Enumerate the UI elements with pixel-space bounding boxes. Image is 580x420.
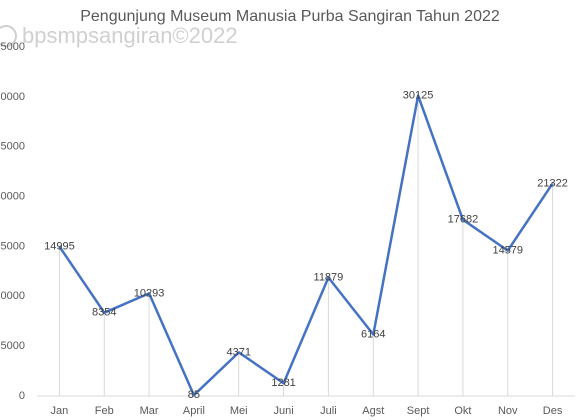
watermark-icon [0,25,17,47]
x-tick-label: Sept [407,405,430,417]
chart-title: Pengunjung Museum Manusia Purba Sangiran… [80,8,500,25]
y-tick-label: 30000 [0,91,25,103]
x-tick-label: Jan [51,405,69,417]
data-label: 85 [188,389,200,401]
x-tick-label: Mar [140,405,159,417]
x-tick-label: Okt [454,405,471,417]
x-tick-label: Mei [230,405,248,417]
data-label: 14995 [44,240,75,252]
watermark: bpsmpsangiran©2022 [22,23,238,48]
x-tick-label: Feb [95,405,114,417]
data-label: 11879 [314,271,344,283]
x-tick-label: Agst [362,405,384,417]
data-label: 14579 [492,245,523,257]
y-tick-label: 10000 [0,290,25,302]
data-label: 30125 [403,90,434,102]
y-tick-label: 25000 [0,141,25,153]
x-tick-label: Nov [498,405,518,417]
x-tick-label: Des [543,405,563,417]
x-tick-label: Juli [320,405,337,417]
x-tick-label: Juni [273,405,293,417]
data-label: 21322 [537,177,568,189]
y-tick-label: 20000 [0,190,25,202]
y-tick-label: 5000 [1,340,25,352]
data-label: 8354 [92,307,116,319]
x-tick-label: April [183,405,205,417]
y-tick-label: 0 [19,390,25,402]
data-label: 4371 [227,346,251,358]
y-tick-label: 15000 [0,240,25,252]
data-label: 10293 [134,287,165,299]
data-label: 6164 [361,328,385,340]
series-line [58,94,554,397]
data-label: 17682 [448,214,479,226]
y-tick-label: 35000 [0,41,25,53]
data-label: 1281 [271,377,295,389]
